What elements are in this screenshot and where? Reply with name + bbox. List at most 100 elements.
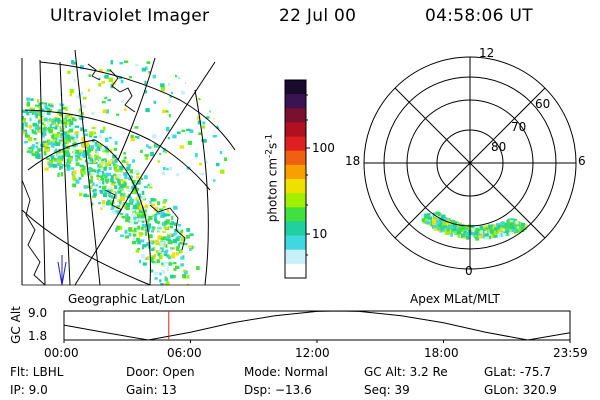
aurora-pixel [87,88,90,92]
aurora-pixel [170,91,173,95]
aurora-pixel [212,135,217,138]
aurora-pixel [163,60,167,63]
aurora-pixel [89,167,93,173]
aurora-pixel [28,137,33,142]
aurora-pixel [107,172,112,177]
aurora-pixel [205,116,210,119]
aurora-pixel [149,269,154,273]
aurora-pixel [76,134,79,139]
aurora-pixel [107,160,113,165]
aurora-pixel [37,120,41,124]
aurora-pixel [79,91,84,96]
aurora-pixel [104,96,108,100]
aurora-pixel [228,94,232,99]
aurora-pixel [145,257,149,261]
aurora-pixel [85,152,90,156]
aurora-pixel [88,154,92,159]
aurora-pixel [78,158,83,161]
aurora-pixel [464,232,468,236]
aurora-pixel [32,130,37,134]
aurora-pixel [110,188,113,193]
aurora-pixel [131,240,137,245]
aurora-pixel [186,228,191,232]
aurora-pixel [111,161,115,164]
aurora-pixel [106,181,109,185]
aurora-pixel [488,224,491,229]
aurora-pixel [60,157,64,162]
aurora-pixel [71,167,75,170]
aurora-pixel [488,235,492,240]
aurora-pixel [157,230,160,233]
filter-text: Flt: LBHL [10,365,64,379]
aurora-pixel [150,256,154,262]
aurora-pixel [67,70,71,74]
aurora-pixel [150,239,153,244]
aurora-pixel [212,93,215,96]
aurora-pixel [44,117,48,122]
aurora-pixel [119,184,124,188]
aurora-pixel [161,269,165,274]
aurora-pixel [74,139,79,143]
aurora-pixel [71,134,75,137]
colorbar-cell [285,94,306,109]
aurora-pixel [42,140,47,145]
aurora-pixel [131,198,135,202]
aurora-pixel [122,184,127,188]
aurora-pixel [176,235,182,239]
aurora-pixel [38,148,41,152]
aurora-pixel [186,128,191,132]
aurora-pixel [130,134,134,138]
mlt-label-0: 0 [465,264,473,278]
colorbar-cell [285,80,306,95]
aurora-pixel [103,158,107,161]
aurora-pixel [83,185,88,189]
aurora-pixel [92,169,97,173]
aurora-pixel [117,178,121,183]
aurora-pixel [108,167,112,170]
aurora-pixel [127,163,132,168]
aurora-pixel [500,227,503,231]
aurora-pixel [165,126,170,132]
aurora-pixel [63,131,67,136]
aurora-pixel [195,152,198,158]
aurora-pixel [483,230,488,234]
aurora-pixel [227,60,232,64]
aurora-pixel [164,277,169,282]
aurora-pixel [67,121,70,125]
aurora-pixel [202,121,206,125]
colorbar-cell [285,193,306,208]
aurora-pixel [162,230,166,233]
aurora-pixel [163,244,166,247]
aurora-pixel [102,180,105,185]
aurora-pixel [157,224,162,228]
aurora-pixel [170,247,174,250]
aurora-pixel [32,110,37,114]
aurora-pixel [135,64,139,67]
aurora-pixel [461,233,466,238]
aurora-pixel [41,145,44,148]
aurora-pixel [430,223,434,227]
aurora-pixel [489,226,493,231]
aurora-pixel [518,224,522,230]
aurora-pixel [103,193,107,198]
aurora-pixel [109,195,114,198]
colorbar-cell [285,136,306,152]
aurora-pixel [152,134,157,139]
aurora-pixel [53,142,58,146]
aurora-pixel [125,207,130,211]
aurora-pixel [35,114,38,119]
aurora-pixel [157,227,162,230]
seq-text: Seq: 39 [364,383,410,397]
aurora-pixel [151,229,155,233]
aurora-pixel [65,160,70,164]
aurora-pixel [38,102,42,107]
aurora-pixel [421,218,426,223]
aurora-pixel [194,72,198,77]
aurora-pixel [153,217,158,222]
aurora-pixel [446,227,450,232]
aurora-pixel [83,129,87,132]
glat-text: GLat: -75.7 [484,365,551,379]
aurora-pixel [98,69,103,73]
aurora-pixel [116,178,119,181]
aurora-pixel [138,206,143,210]
